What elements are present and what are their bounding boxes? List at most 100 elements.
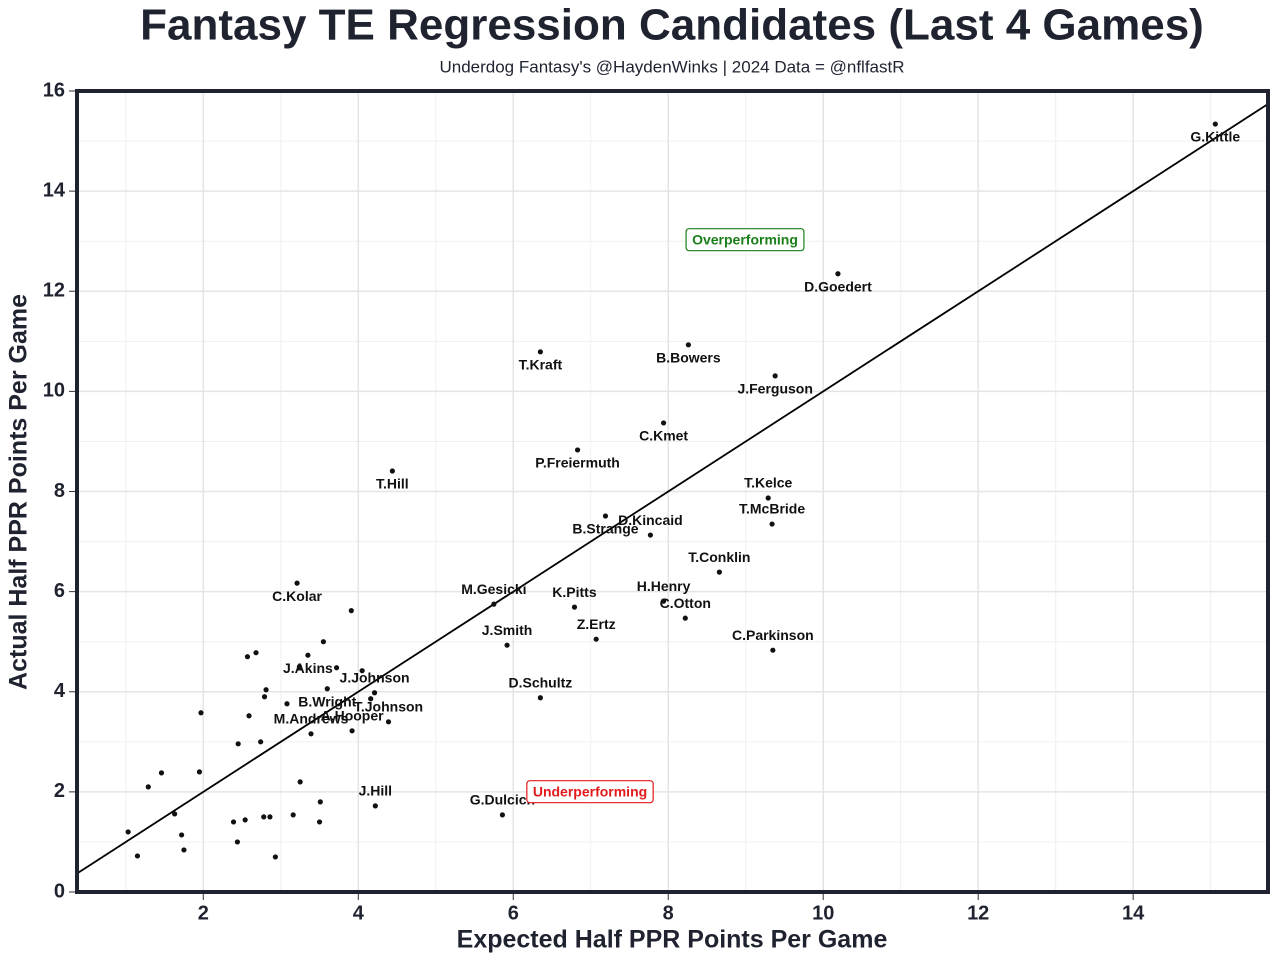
point bbox=[290, 812, 296, 818]
point-label: B.Bowers bbox=[656, 350, 721, 366]
y-tick-label: 14 bbox=[43, 179, 66, 201]
x-tick-label: 12 bbox=[967, 902, 989, 924]
point bbox=[253, 650, 259, 656]
point-label: T.Kelce bbox=[744, 475, 792, 491]
point bbox=[372, 803, 378, 809]
point bbox=[305, 652, 311, 658]
point bbox=[125, 829, 131, 835]
y-tick-label: 16 bbox=[43, 79, 65, 101]
point bbox=[660, 420, 667, 426]
point-label: H.Henry bbox=[637, 578, 691, 594]
point bbox=[491, 601, 497, 607]
point bbox=[504, 642, 510, 648]
point-label: P.Freiermuth bbox=[535, 455, 620, 471]
point bbox=[772, 373, 778, 379]
point bbox=[389, 468, 395, 474]
y-tick-label: 0 bbox=[54, 880, 65, 902]
point-label: T.McBride bbox=[739, 501, 805, 517]
point bbox=[316, 819, 323, 825]
point bbox=[134, 853, 141, 859]
annotation: Underperforming bbox=[526, 780, 654, 804]
point bbox=[359, 668, 365, 674]
point bbox=[272, 854, 278, 860]
point bbox=[333, 665, 340, 671]
point bbox=[296, 664, 302, 670]
point bbox=[371, 690, 378, 696]
point-label: B.Wright bbox=[298, 693, 356, 709]
x-tick-label: 6 bbox=[508, 902, 519, 924]
point bbox=[263, 687, 269, 693]
y-tick-label: 12 bbox=[43, 280, 65, 302]
annotation-box bbox=[685, 228, 805, 252]
point-label: D.Schultz bbox=[508, 674, 572, 690]
point-label: C.Kmet bbox=[639, 428, 688, 444]
annotation-text: Underperforming bbox=[533, 784, 647, 800]
point bbox=[196, 769, 203, 775]
point bbox=[324, 686, 330, 692]
point bbox=[294, 580, 300, 586]
point-label: Z.Ertz bbox=[577, 616, 616, 632]
point bbox=[242, 817, 248, 823]
point bbox=[385, 719, 392, 725]
point bbox=[261, 694, 268, 700]
x-axis-label: Expected Half PPR Points Per Game bbox=[457, 926, 888, 954]
point-label: J.Johnson bbox=[340, 669, 410, 685]
x-tick-label: 14 bbox=[1122, 902, 1145, 924]
annotation-box bbox=[526, 780, 654, 804]
x-tick-label: 8 bbox=[663, 902, 674, 924]
point bbox=[602, 513, 609, 519]
point bbox=[682, 615, 688, 621]
point-label: K.Pitts bbox=[552, 584, 597, 600]
chart-title: Fantasy TE Regression Candidates (Last 4… bbox=[140, 1, 1204, 50]
point-label: D.Kincaid bbox=[618, 512, 683, 528]
point-label: B.Strange bbox=[572, 521, 638, 537]
point bbox=[574, 447, 581, 453]
x-tick-label: 4 bbox=[353, 902, 365, 924]
point-label: A.Hooper bbox=[321, 708, 385, 724]
y-tick-label: 10 bbox=[43, 380, 65, 402]
point bbox=[320, 639, 327, 645]
point bbox=[246, 713, 252, 719]
point-label: T.Conklin bbox=[688, 549, 750, 565]
point bbox=[181, 847, 187, 853]
point bbox=[230, 819, 237, 825]
chart-subtitle: Underdog Fantasy's @HaydenWinks | 2024 D… bbox=[439, 57, 904, 76]
point bbox=[349, 728, 355, 734]
y-axis-label: Actual Half PPR Points Per Game bbox=[5, 294, 33, 690]
point bbox=[297, 779, 303, 785]
point-label: C.Parkinson bbox=[732, 627, 814, 643]
point bbox=[716, 569, 722, 575]
y-tick-label: 2 bbox=[54, 780, 65, 802]
point-label: G.Dulcich bbox=[470, 792, 535, 808]
point bbox=[537, 695, 543, 701]
point-label: J.Ferguson bbox=[737, 381, 812, 397]
y-tick-label: 6 bbox=[54, 580, 65, 602]
point bbox=[770, 647, 776, 653]
point bbox=[1212, 121, 1218, 127]
point-label: T.Hill bbox=[376, 476, 409, 492]
point-label: G.Kittle bbox=[1190, 129, 1240, 145]
point bbox=[835, 271, 841, 277]
point-label: T.Kraft bbox=[519, 357, 563, 373]
point bbox=[647, 532, 654, 538]
point-label: T.Johnson bbox=[354, 698, 423, 714]
point bbox=[284, 701, 290, 707]
x-tick-label: 2 bbox=[198, 902, 209, 924]
point bbox=[685, 342, 691, 348]
point bbox=[145, 784, 151, 790]
annotation-text: Overperforming bbox=[692, 232, 798, 248]
point-label: J.Smith bbox=[482, 622, 533, 638]
point-label: J.Akins bbox=[283, 660, 333, 676]
point-label: J.Hill bbox=[359, 783, 392, 799]
point bbox=[267, 814, 273, 820]
point bbox=[660, 598, 667, 604]
y-tick-label: 4 bbox=[54, 680, 66, 702]
point bbox=[537, 349, 543, 355]
point bbox=[571, 604, 578, 610]
point bbox=[234, 839, 241, 845]
point-label: M.Gesicki bbox=[461, 581, 526, 597]
plot-frame bbox=[75, 89, 1270, 894]
point-label: C.Otton bbox=[660, 595, 711, 611]
point bbox=[179, 832, 185, 838]
